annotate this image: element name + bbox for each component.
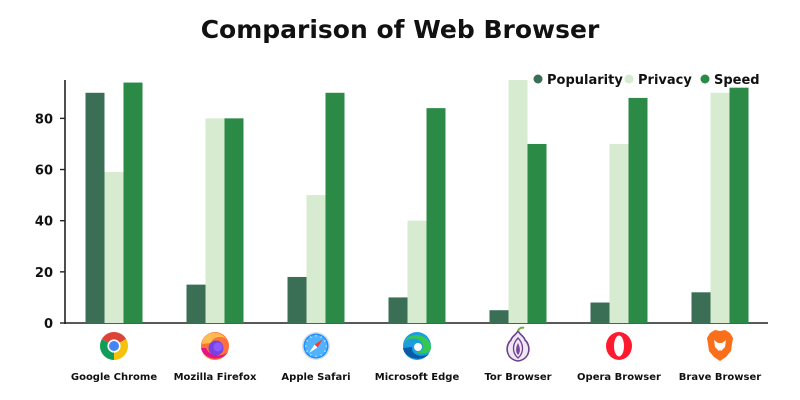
x-tick-label: Tor Browser [484,372,551,383]
browser-icons [100,326,733,362]
x-tick-label: Google Chrome [71,372,157,383]
x-tick-label: Apple Safari [281,372,350,383]
x-tick-label: Opera Browser [577,372,661,383]
bar-speed-1 [224,118,244,323]
chart-title: Comparison of Web Browser [201,15,600,44]
legend: Popularity Privacy Speed [533,73,760,88]
x-tick-label: Brave Browser [679,372,761,383]
bar-popularity-5 [590,302,610,323]
bar-speed-5 [628,97,648,323]
bar-privacy-1 [205,118,225,323]
bar-popularity-2 [287,276,307,323]
legend-marker-privacy [624,74,634,84]
bar-popularity-6 [691,292,711,323]
opera-icon [606,332,632,360]
y-tick-label: 40 [35,215,53,230]
y-tick-label: 60 [35,164,53,179]
bar-speed-6 [729,87,749,324]
bars [85,80,749,324]
tor-icon [506,326,530,362]
edge-icon [403,332,431,360]
bar-privacy-4 [508,80,528,323]
bar-popularity-4 [489,310,509,323]
bar-privacy-6 [710,92,730,323]
bar-privacy-5 [609,143,629,323]
bar-speed-0 [123,82,143,323]
bar-speed-2 [325,92,345,323]
legend-label-speed: Speed [714,73,760,88]
legend-marker-speed [700,74,710,84]
x-tick-label: Microsoft Edge [375,372,460,383]
bar-privacy-3 [407,220,427,323]
bar-privacy-0 [104,172,124,323]
y-tick-label: 80 [35,112,53,127]
bar-popularity-3 [388,297,408,323]
brave-icon [707,330,733,361]
x-tick-label: Mozilla Firefox [174,372,257,383]
bar-privacy-2 [306,195,326,323]
x-tick-labels: Google Chrome Mozilla Firefox Apple Safari… [71,372,761,383]
bar-speed-3 [426,108,446,323]
legend-label-popularity: Popularity [547,73,623,88]
bar-popularity-0 [85,92,105,323]
legend-marker-popularity [533,74,543,84]
y-tick-labels: 0 20 40 60 80 [35,112,65,332]
firefox-icon [201,332,229,360]
y-tick-label: 20 [35,266,53,281]
chrome-icon [100,332,128,360]
safari-icon [302,332,330,360]
bar-popularity-1 [186,284,206,323]
legend-label-privacy: Privacy [638,73,692,88]
bar-speed-4 [527,143,547,323]
y-tick-label: 0 [44,317,53,332]
